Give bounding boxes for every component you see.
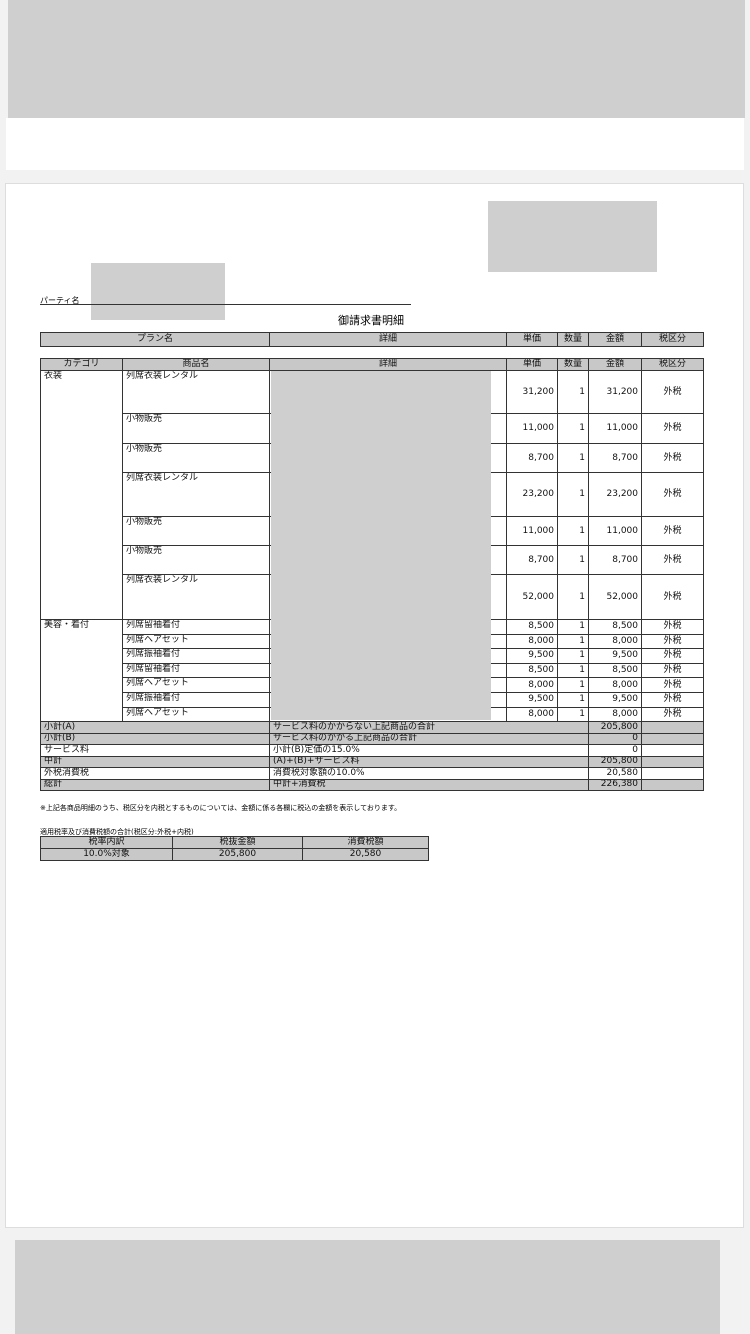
amount: 8,000 (588, 706, 642, 723)
item-name: 列席衣装レンタル (122, 574, 270, 620)
quantity: 1 (557, 692, 589, 708)
tax-type: 外税 (641, 574, 704, 620)
tax-type: 外税 (641, 662, 704, 679)
unit-price: 31,200 (506, 370, 558, 414)
quantity: 1 (557, 677, 589, 693)
category-cell: 衣装 (40, 370, 123, 620)
unit-price: 8,500 (506, 662, 558, 679)
unit-price: 9,500 (506, 692, 558, 708)
amount: 31,200 (588, 370, 642, 414)
quantity: 1 (557, 545, 589, 575)
amount: 8,000 (588, 633, 642, 650)
item-name: 小物販売 (122, 545, 270, 575)
tax-cell: 10.0%対象 (40, 848, 173, 861)
tax-type: 外税 (641, 692, 704, 708)
amount: 9,500 (588, 692, 642, 708)
redacted-block (488, 201, 657, 272)
unit-price: 8,700 (506, 443, 558, 473)
party-label: パーティ名 (40, 296, 80, 305)
summary-blank (641, 778, 704, 792)
item-name: 列席振袖着付 (122, 692, 270, 708)
unit-price: 52,000 (506, 574, 558, 620)
amount: 8,700 (588, 545, 642, 575)
header-cell: プラン名 (40, 332, 270, 347)
amount: 8,700 (588, 443, 642, 473)
amount: 8,500 (588, 619, 642, 635)
item-name: 列席衣装レンタル (122, 472, 270, 517)
tax-type: 外税 (641, 619, 704, 635)
underline (40, 304, 411, 305)
unit-price: 8,700 (506, 545, 558, 575)
redacted-block (91, 263, 225, 320)
unit-price: 9,500 (506, 648, 558, 664)
category-cell: 美容・着付 (40, 619, 123, 723)
note: ※上記各商品明細のうち、税区分を内税とするものについては、金額に係る各欄に税込の… (40, 804, 402, 812)
tax-type: 外税 (641, 677, 704, 693)
item-name: 列席衣装レンタル (122, 370, 270, 414)
tax-type: 外税 (641, 633, 704, 650)
quantity: 1 (557, 633, 589, 650)
unit-price: 8,000 (506, 633, 558, 650)
item-name: 列席ヘアセット (122, 706, 270, 723)
tax-type: 外税 (641, 545, 704, 575)
previous-page (6, 118, 744, 170)
quantity: 1 (557, 516, 589, 546)
tax-table-title: 適用税率及び消費税額の合計(税区分:外税+内税) (40, 828, 194, 836)
tax-cell: 20,580 (302, 848, 429, 861)
redacted-block (8, 0, 745, 118)
item-name: 列席留袖着付 (122, 619, 270, 635)
quantity: 1 (557, 619, 589, 635)
amount: 9,500 (588, 648, 642, 664)
quantity: 1 (557, 443, 589, 473)
title: 御請求書明細 (338, 314, 404, 327)
amount: 8,500 (588, 662, 642, 679)
item-name: 列席留袖着付 (122, 662, 270, 679)
tax-type: 外税 (641, 706, 704, 723)
amount: 52,000 (588, 574, 642, 620)
amount: 23,200 (588, 472, 642, 517)
quantity: 1 (557, 413, 589, 444)
quantity: 1 (557, 662, 589, 679)
tax-type: 外税 (641, 370, 704, 414)
quantity: 1 (557, 370, 589, 414)
unit-price: 11,000 (506, 516, 558, 546)
amount: 11,000 (588, 413, 642, 444)
header-cell: 単価 (506, 332, 558, 347)
tax-cell: 205,800 (172, 848, 303, 861)
unit-price: 8,000 (506, 677, 558, 693)
quantity: 1 (557, 574, 589, 620)
unit-price: 23,200 (506, 472, 558, 517)
unit-price: 11,000 (506, 413, 558, 444)
header-cell: 税区分 (641, 332, 704, 347)
tax-type: 外税 (641, 443, 704, 473)
redacted-block (15, 1240, 720, 1334)
header-cell: 金額 (588, 332, 642, 347)
tax-type: 外税 (641, 648, 704, 664)
summary-description: 中計+消費税 (269, 778, 589, 792)
header-cell: 詳細 (269, 332, 507, 347)
item-name: 小物販売 (122, 413, 270, 444)
item-name: 列席ヘアセット (122, 677, 270, 693)
quantity: 1 (557, 648, 589, 664)
amount: 11,000 (588, 516, 642, 546)
tax-type: 外税 (641, 413, 704, 444)
summary-amount: 226,380 (588, 778, 642, 792)
redacted-details (271, 371, 491, 721)
quantity: 1 (557, 472, 589, 517)
unit-price: 8,000 (506, 706, 558, 723)
tax-type: 外税 (641, 516, 704, 546)
unit-price: 8,500 (506, 619, 558, 635)
quantity: 1 (557, 706, 589, 723)
item-name: 小物販売 (122, 443, 270, 473)
summary-label: 総計 (40, 778, 270, 792)
item-name: 列席ヘアセット (122, 633, 270, 650)
header-cell: 数量 (557, 332, 589, 347)
amount: 8,000 (588, 677, 642, 693)
item-name: 列席振袖着付 (122, 648, 270, 664)
tax-type: 外税 (641, 472, 704, 517)
item-name: 小物販売 (122, 516, 270, 546)
